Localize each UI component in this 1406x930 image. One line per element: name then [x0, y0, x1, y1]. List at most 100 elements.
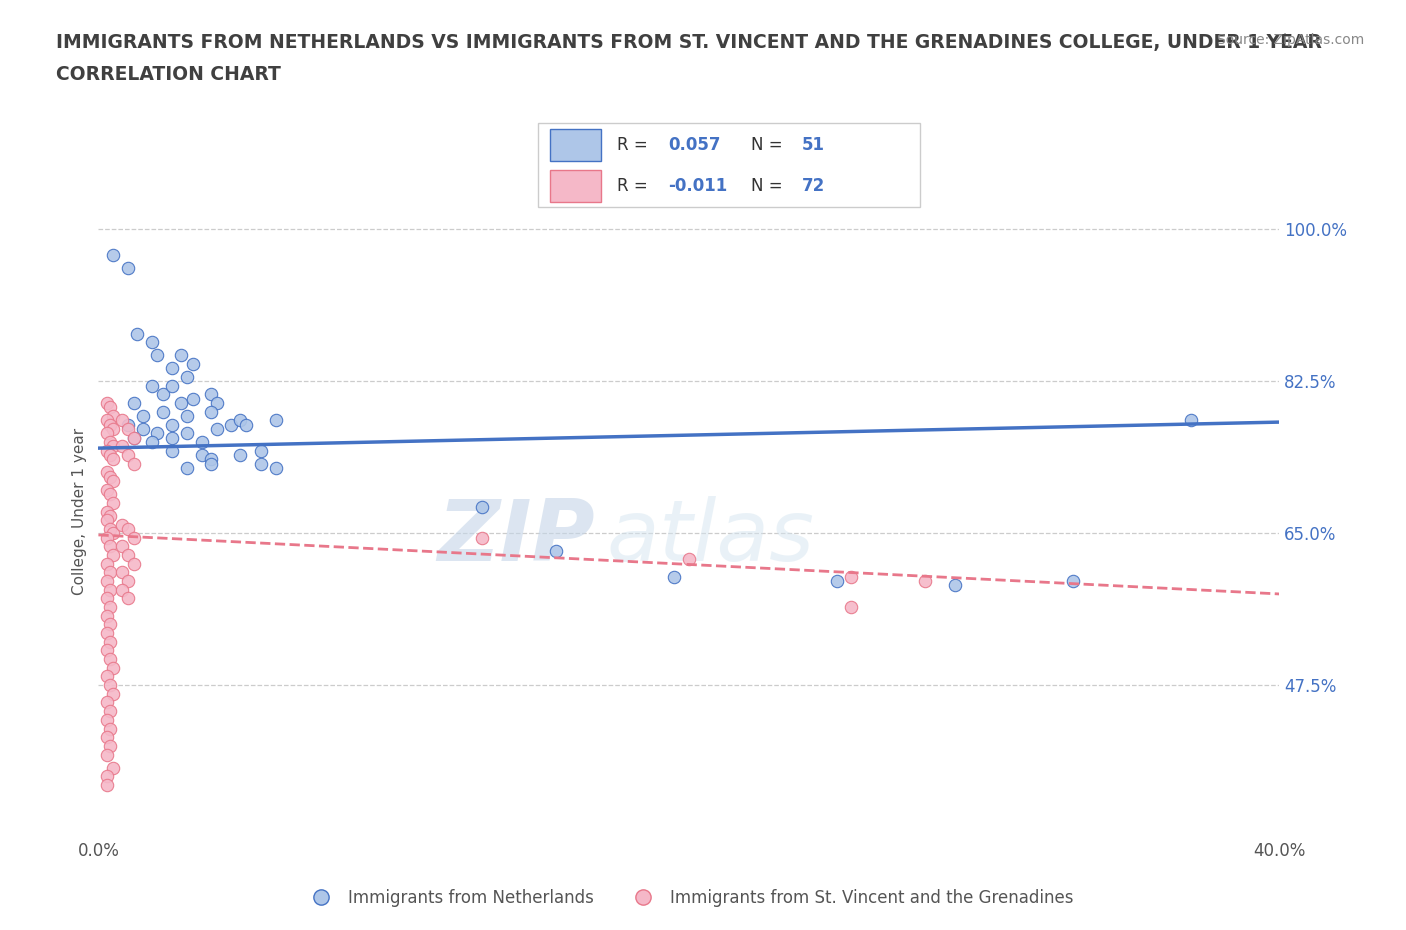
Text: Source: ZipAtlas.com: Source: ZipAtlas.com [1216, 33, 1364, 46]
Point [98, 652, 121, 667]
Point [117, 548, 139, 563]
Point [103, 439, 125, 454]
Y-axis label: College, Under 1 year: College, Under 1 year [72, 428, 87, 595]
Point [181, 392, 204, 406]
Point [111, 538, 134, 553]
Point [96, 483, 118, 498]
Point [146, 426, 169, 441]
Point [111, 565, 134, 579]
Point [841, 569, 863, 584]
Point [98, 678, 121, 693]
Point [96, 769, 118, 784]
Text: R =: R = [617, 136, 652, 153]
Point [1062, 574, 1084, 589]
Point [117, 522, 139, 537]
Point [141, 335, 163, 350]
Point [98, 447, 121, 462]
Point [235, 418, 257, 432]
Point [103, 421, 125, 436]
Point [181, 356, 204, 371]
Point [98, 418, 121, 432]
FancyBboxPatch shape [538, 123, 920, 207]
Point [122, 556, 145, 571]
Point [250, 457, 273, 472]
Point [471, 499, 494, 514]
Point [96, 574, 118, 589]
Point [825, 574, 848, 589]
Point [117, 574, 139, 589]
Point [162, 379, 183, 393]
Text: 0.057: 0.057 [668, 136, 721, 153]
Point [162, 431, 183, 445]
Point [943, 578, 966, 592]
Text: -0.011: -0.011 [668, 178, 727, 195]
Point [98, 721, 121, 736]
Point [96, 426, 118, 441]
Point [471, 530, 494, 545]
Point [96, 777, 118, 792]
Point [914, 574, 936, 589]
Point [111, 413, 134, 428]
Point [98, 704, 121, 719]
Point [229, 447, 252, 462]
Point [103, 686, 125, 701]
Point [176, 369, 198, 384]
Point [103, 473, 125, 488]
Point [96, 591, 118, 605]
Point [98, 522, 121, 537]
Text: 51: 51 [801, 136, 825, 153]
Point [96, 626, 118, 641]
Point [162, 444, 183, 458]
Point [664, 569, 686, 584]
Point [264, 413, 287, 428]
Point [103, 248, 125, 263]
Point [200, 405, 222, 419]
Point [98, 538, 121, 553]
Point [98, 486, 121, 501]
Point [98, 634, 121, 649]
Point [170, 395, 193, 410]
Point [117, 447, 139, 462]
Point [122, 457, 145, 472]
Point [98, 509, 121, 524]
Point [546, 543, 568, 558]
Point [205, 395, 228, 410]
Point [1180, 413, 1202, 428]
Point [103, 525, 125, 540]
Point [103, 496, 125, 511]
Point [103, 548, 125, 563]
Point [191, 447, 214, 462]
Point [117, 591, 139, 605]
Text: 72: 72 [801, 178, 825, 195]
Point [132, 421, 155, 436]
Point [176, 426, 198, 441]
Point [176, 408, 198, 423]
Point [96, 747, 118, 762]
Text: N =: N = [751, 178, 787, 195]
Text: N =: N = [751, 136, 787, 153]
Point [200, 457, 222, 472]
Point [96, 512, 118, 527]
Point [98, 582, 121, 597]
Point [152, 405, 174, 419]
Point [96, 695, 118, 710]
Point [117, 421, 139, 436]
Point [103, 452, 125, 467]
Point [141, 434, 163, 449]
Point [96, 556, 118, 571]
Point [117, 418, 139, 432]
Point [122, 530, 145, 545]
Point [96, 465, 118, 480]
Point [96, 608, 118, 623]
Point [152, 387, 174, 402]
Point [96, 730, 118, 745]
Point [205, 421, 228, 436]
Point [122, 431, 145, 445]
Point [96, 643, 118, 658]
Point [146, 348, 169, 363]
Point [176, 460, 198, 475]
Point [111, 439, 134, 454]
Point [98, 600, 121, 615]
Point [96, 444, 118, 458]
Point [229, 413, 252, 428]
